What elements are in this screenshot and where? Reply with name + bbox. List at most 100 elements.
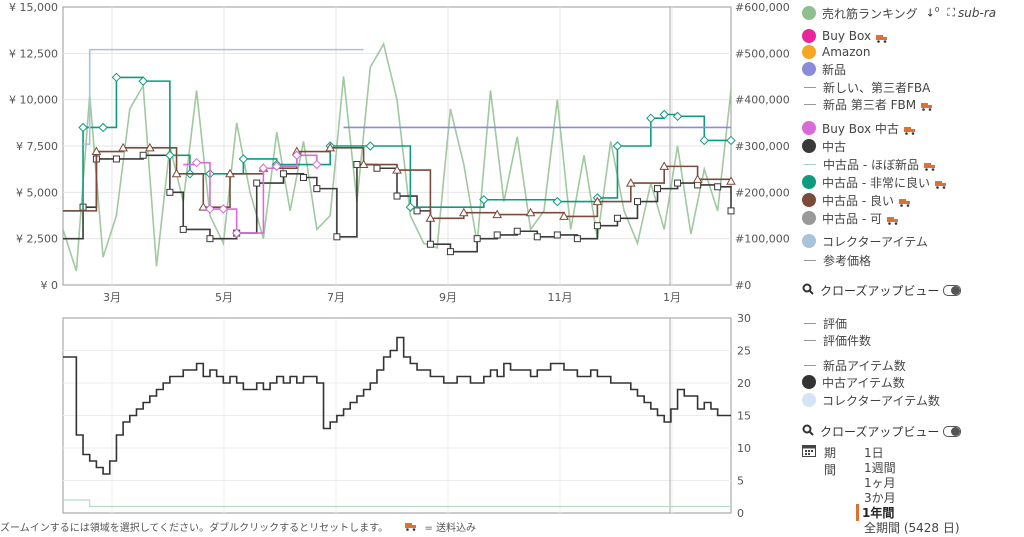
- data-point: [358, 159, 369, 169]
- y-right-tick-label: #100,000: [735, 233, 790, 246]
- legend-item-buybox-used[interactable]: Buy Box 中古: [802, 120, 916, 136]
- legend-label-new-fba: 新しい、第三者FBA: [823, 80, 931, 95]
- footer-hint: ズームインするには領域を選択してください。ダブルクリックするとリセットします。 …: [0, 519, 476, 534]
- data-point: [272, 161, 282, 172]
- legend-item-rating[interactable]: 評価: [802, 315, 847, 331]
- x-tick-label: 7月: [327, 291, 345, 304]
- data-point: [279, 170, 287, 178]
- legend-item-rating-count[interactable]: 評価件数: [802, 332, 871, 348]
- legend-sub-ranking[interactable]: sub-ra: [958, 6, 997, 20]
- hierarchy-icon[interactable]: ⛶: [947, 6, 956, 19]
- legend-item-new-fba[interactable]: 新しい、第三者FBA: [802, 79, 930, 95]
- data-point: [726, 176, 736, 185]
- truck-icon: [934, 178, 947, 189]
- data-point: [593, 222, 601, 230]
- line-icon: [804, 103, 816, 105]
- data-point: [165, 150, 175, 160]
- data-point: [613, 214, 621, 222]
- toggle-switch[interactable]: [943, 285, 962, 296]
- legend-item-new-count[interactable]: 新品アイテム数: [802, 357, 906, 373]
- y-left-tick-label: ¥ 7,500: [16, 140, 58, 153]
- main-right-axis-ticks: #0 #100,000 #200,000 #300,000 #400,000 #500,0…: [735, 1, 790, 292]
- y-right-tick-label: #300,000: [735, 140, 790, 153]
- y-left-tick-label: ¥ 15,000: [9, 1, 58, 14]
- data-point: [292, 150, 302, 160]
- legend-label-used: 中古: [822, 139, 847, 154]
- series-line-5: [83, 48, 364, 145]
- data-point: [206, 235, 214, 243]
- line-icon: [804, 322, 816, 324]
- legend-item-used-like-new[interactable]: 中古品 - ほぼ新品: [802, 156, 936, 172]
- legend-label-used-good: 中古品 - 良い: [822, 193, 894, 208]
- legend-item-used-very-good[interactable]: 中古品 - 非常に良い: [802, 174, 947, 190]
- closeup-label-sub: クローズアップビュー: [820, 425, 940, 439]
- main-x-axis-ticks: 3月 5月 7月 9月 11月 1月: [103, 291, 681, 304]
- y-left-tick-label: ¥ 5,000: [16, 186, 58, 199]
- used-dot-icon: [802, 139, 816, 153]
- legend-item-new[interactable]: 新品: [802, 61, 846, 77]
- y-left-tick-label: ¥ 2,500: [16, 233, 58, 246]
- period-option-3months[interactable]: 3か月: [864, 491, 896, 505]
- offer-count-chart[interactable]: 0 5 10 15 20 25 30: [62, 312, 751, 520]
- period-option-1month[interactable]: 1ヶ月: [864, 476, 896, 490]
- legend-item-collectible-count[interactable]: コレクターアイテム数: [802, 392, 940, 408]
- data-point: [299, 174, 307, 182]
- data-point: [625, 178, 636, 187]
- data-point: [426, 240, 434, 248]
- used-good-dot-icon: [802, 193, 816, 207]
- calendar-icon: [802, 444, 816, 460]
- buybox-dot-icon: [802, 29, 816, 43]
- search-icon: [802, 424, 814, 439]
- legend-label-collectible-count: コレクターアイテム数: [822, 393, 940, 408]
- legend-item-used-acceptable[interactable]: 中古品 - 可: [802, 210, 899, 226]
- data-point: [253, 179, 261, 187]
- collectible-count-dot-icon: [802, 393, 816, 407]
- sort-icon[interactable]: ↓0: [925, 6, 940, 20]
- y-right-tick-label: 10: [737, 442, 751, 455]
- period-label: 期間: [824, 446, 837, 477]
- y-left-tick-label: ¥ 0: [41, 279, 59, 292]
- x-tick-label: 1月: [663, 291, 681, 304]
- period-option-1day[interactable]: 1日: [864, 446, 884, 460]
- period-option-1year[interactable]: 1年間: [856, 504, 894, 521]
- closeup-toggle-main[interactable]: クローズアップビュー: [802, 282, 962, 299]
- legend-item-used-good[interactable]: 中古品 - 良い: [802, 192, 911, 208]
- main-left-axis-ticks: ¥ 0 ¥ 2,500 ¥ 5,000 ¥ 7,500 ¥ 10,000 ¥ 12,500…: [9, 1, 58, 292]
- y-right-tick-label: #0: [735, 279, 751, 292]
- legend-item-new-fbm[interactable]: 新品 第三者 FBM: [802, 96, 933, 112]
- y-right-tick-label: #600,000: [735, 1, 790, 14]
- y-left-tick-label: ¥ 10,000: [9, 94, 58, 107]
- data-point: [258, 163, 269, 173]
- series-line-4: [183, 154, 318, 234]
- data-point: [365, 141, 375, 151]
- legend-item-used-count[interactable]: 中古アイテム数: [802, 374, 905, 390]
- legend-label-buybox: Buy Box: [822, 29, 872, 43]
- legend-item-amazon[interactable]: Amazon: [802, 44, 871, 60]
- legend-label-used-like-new: 中古品 - ほぼ新品: [823, 157, 919, 172]
- buybox-used-dot-icon: [802, 121, 816, 135]
- price-rank-chart[interactable]: ¥ 0 ¥ 2,500 ¥ 5,000 ¥ 7,500 ¥ 10,000 ¥ 12,500…: [9, 1, 790, 304]
- x-tick-label: 9月: [439, 291, 457, 304]
- data-point: [111, 72, 122, 83]
- data-point: [139, 151, 147, 159]
- data-point: [553, 231, 561, 239]
- legend-label-buybox-used: Buy Box 中古: [822, 121, 899, 136]
- legend-label-used-very-good: 中古品 - 非常に良い: [822, 175, 930, 190]
- data-point: [612, 141, 623, 151]
- legend-item-buybox[interactable]: Buy Box: [802, 28, 888, 44]
- data-point: [692, 174, 703, 183]
- legend-item-rank[interactable]: 売れ筋ランキング ↓0 ⛶ sub-ra: [802, 5, 996, 21]
- y-right-tick-label: 20: [737, 377, 751, 390]
- data-point: [646, 113, 656, 123]
- period-option-1week[interactable]: 1週間: [864, 461, 896, 475]
- legend-label-used-acceptable: 中古品 - 可: [822, 211, 882, 226]
- toggle-switch[interactable]: [943, 426, 962, 437]
- period-option-all[interactable]: 全期間 (5428 日): [864, 521, 960, 535]
- legend-item-used[interactable]: 中古: [802, 138, 846, 154]
- legend-item-reference[interactable]: 参考価格: [802, 252, 871, 268]
- closeup-toggle-sub[interactable]: クローズアップビュー: [802, 423, 962, 440]
- y-right-tick-label: 15: [737, 410, 751, 423]
- line-icon: [804, 339, 816, 341]
- legend-item-collectible[interactable]: コレクターアイテム: [802, 233, 928, 249]
